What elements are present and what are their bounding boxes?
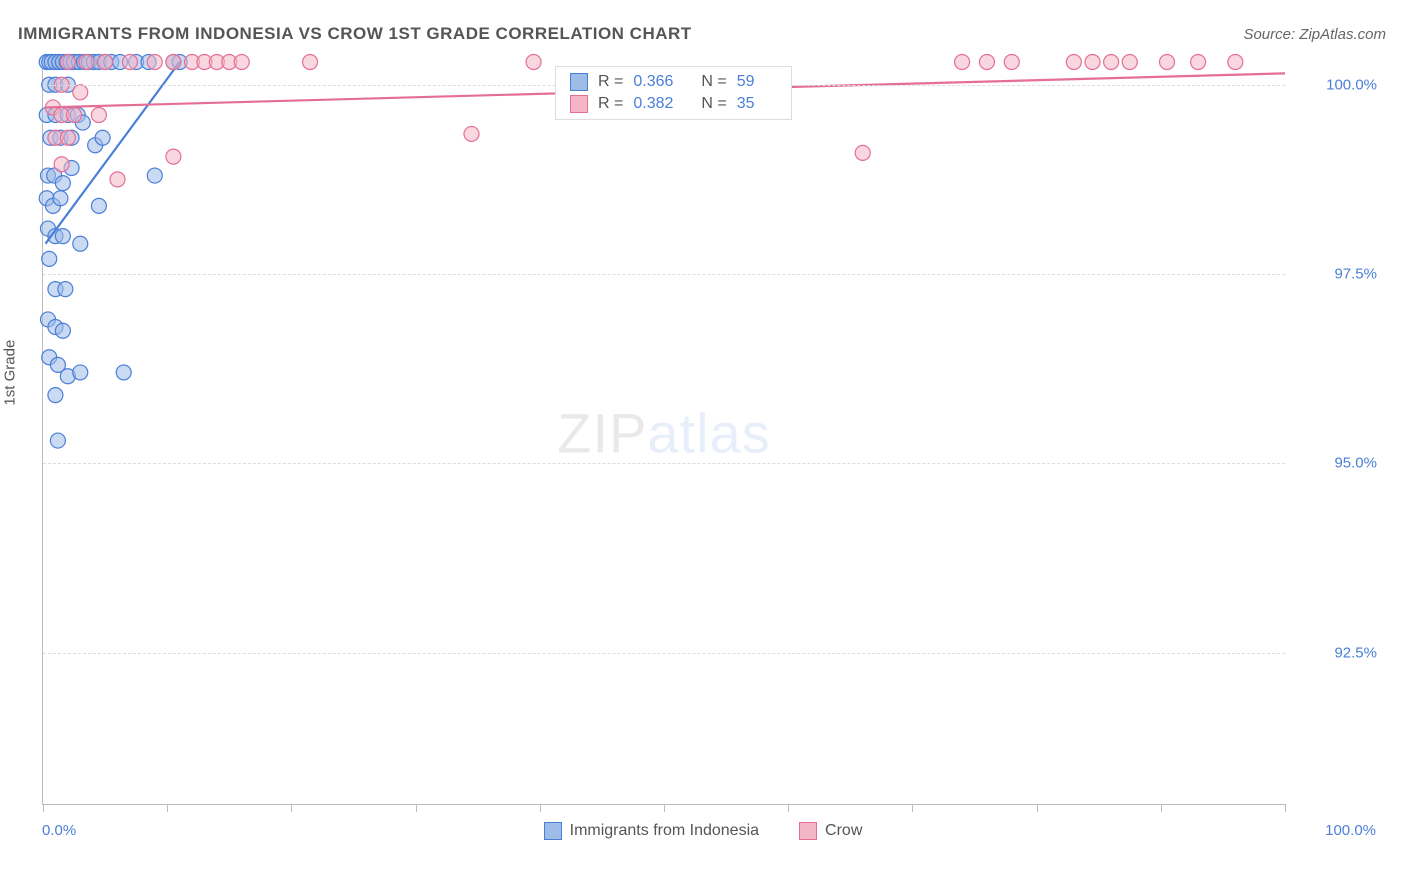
data-point <box>526 55 541 70</box>
y-tick-label: 97.5% <box>1297 266 1377 283</box>
data-point <box>79 55 94 70</box>
data-point <box>979 55 994 70</box>
x-tick-mark <box>167 804 168 812</box>
data-point <box>234 55 249 70</box>
legend-swatch <box>570 95 588 113</box>
legend-swatch <box>799 822 817 840</box>
y-tick-label: 92.5% <box>1297 644 1377 661</box>
x-tick-mark <box>664 804 665 812</box>
legend-item: Crow <box>799 822 862 840</box>
data-point <box>73 85 88 100</box>
legend-swatch <box>570 73 588 91</box>
data-point <box>50 433 65 448</box>
data-point <box>54 157 69 172</box>
r-label: R = <box>598 73 623 91</box>
data-point <box>147 55 162 70</box>
data-point <box>95 130 110 145</box>
r-value: 0.382 <box>633 95 673 113</box>
data-point <box>48 388 63 403</box>
data-point <box>55 229 70 244</box>
x-tick-mark <box>540 804 541 812</box>
gridline <box>43 463 1285 464</box>
data-point <box>1085 55 1100 70</box>
data-point <box>91 198 106 213</box>
data-point <box>60 55 75 70</box>
data-point <box>166 55 181 70</box>
x-tick-mark <box>912 804 913 812</box>
data-point <box>42 251 57 266</box>
y-tick-label: 100.0% <box>1297 76 1377 93</box>
r-value: 0.366 <box>633 73 673 91</box>
data-point <box>55 323 70 338</box>
data-point <box>1160 55 1175 70</box>
r-label: R = <box>598 95 623 113</box>
n-value: 35 <box>737 95 755 113</box>
legend-row: R = 0.366 N = 59 <box>556 71 791 93</box>
scatter-svg <box>43 62 1285 804</box>
data-point <box>1104 55 1119 70</box>
chart-title: IMMIGRANTS FROM INDONESIA VS CROW 1ST GR… <box>18 24 692 44</box>
n-label: N = <box>701 73 726 91</box>
data-point <box>1004 55 1019 70</box>
legend-swatch <box>544 822 562 840</box>
data-point <box>98 55 113 70</box>
x-tick-mark <box>291 804 292 812</box>
x-tick-mark <box>43 804 44 812</box>
gridline <box>43 653 1285 654</box>
y-axis-label: 1st Grade <box>2 340 19 406</box>
data-point <box>73 365 88 380</box>
x-tick-mark <box>1037 804 1038 812</box>
plot-area: ZIPatlas 100.0%97.5%95.0%92.5% <box>42 62 1285 805</box>
source-attribution: Source: ZipAtlas.com <box>1243 26 1386 43</box>
data-point <box>855 145 870 160</box>
x-tick-mark <box>788 804 789 812</box>
legend-label: Crow <box>825 822 862 840</box>
data-point <box>116 365 131 380</box>
data-point <box>122 55 137 70</box>
data-point <box>166 149 181 164</box>
data-point <box>303 55 318 70</box>
data-point <box>1228 55 1243 70</box>
data-point <box>91 108 106 123</box>
data-point <box>53 191 68 206</box>
data-point <box>60 130 75 145</box>
data-point <box>67 108 82 123</box>
data-point <box>73 236 88 251</box>
x-tick-mark <box>416 804 417 812</box>
data-point <box>147 168 162 183</box>
data-point <box>1191 55 1206 70</box>
data-point <box>464 126 479 141</box>
n-value: 59 <box>737 73 755 91</box>
y-tick-label: 95.0% <box>1297 455 1377 472</box>
data-point <box>55 176 70 191</box>
data-point <box>110 172 125 187</box>
legend-item: Immigrants from Indonesia <box>544 822 759 840</box>
legend-row: R = 0.382 N = 35 <box>556 93 791 115</box>
data-point <box>1066 55 1081 70</box>
data-point <box>58 282 73 297</box>
data-point <box>955 55 970 70</box>
x-tick-mark <box>1161 804 1162 812</box>
data-point <box>1122 55 1137 70</box>
legend-label: Immigrants from Indonesia <box>570 822 759 840</box>
correlation-legend-box: R = 0.366 N = 59 R = 0.382 N = 35 <box>555 66 792 120</box>
gridline <box>43 274 1285 275</box>
x-tick-mark <box>1285 804 1286 812</box>
legend-bottom: Immigrants from Indonesia Crow <box>0 822 1406 840</box>
n-label: N = <box>701 95 726 113</box>
